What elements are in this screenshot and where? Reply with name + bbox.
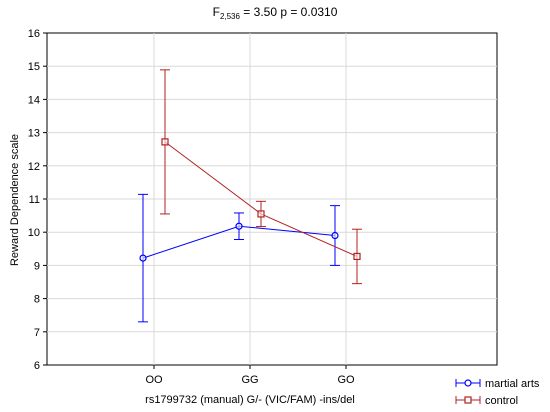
legend-item-martial-arts: martial arts [455, 378, 540, 390]
grid [47, 33, 497, 365]
legend-label-martial-arts: martial arts [485, 378, 540, 390]
title-stat-symbol: F [213, 5, 220, 19]
x-tick-label: OO [145, 374, 163, 386]
chart-title: F2,536 = 3.50 p = 0.0310 [213, 5, 338, 21]
y-tick-label: 16 [28, 28, 40, 40]
series-layer [138, 69, 362, 323]
data-point-martial-arts [139, 254, 147, 262]
data-point-control [161, 138, 169, 146]
data-point-martial-arts [235, 222, 243, 230]
data-point-control [257, 210, 265, 218]
legend-marker-control [464, 396, 472, 404]
y-axis-ticks: 6 7 8 9 10 11 12 13 14 15 16 [28, 28, 47, 372]
y-tick-label: 6 [34, 360, 40, 372]
x-axis-label: rs1799732 (manual) G/- (VIC/FAM) -ins/de… [145, 394, 355, 406]
x-tick-label: GO [337, 374, 355, 386]
y-tick-label: 9 [34, 260, 40, 272]
title-stat-subscript: 2,536 [220, 12, 241, 21]
y-tick-label: 7 [34, 327, 40, 339]
title-stat-rest: = 3.50 p = 0.0310 [240, 5, 338, 19]
x-axis-ticks: OO GG GO [145, 365, 355, 386]
y-tick-label: 10 [28, 227, 40, 239]
legend: martial arts control [455, 378, 540, 407]
legend-marker-martial-arts [464, 379, 472, 387]
y-tick-label: 15 [28, 61, 40, 73]
data-point-control [353, 252, 361, 261]
legend-item-control: control [455, 395, 518, 407]
y-tick-label: 8 [34, 294, 40, 306]
series-control [160, 69, 362, 285]
y-axis-label: Reward Dependence scale [9, 134, 21, 266]
y-tick-label: 13 [28, 128, 40, 140]
y-tick-label: 14 [28, 94, 40, 106]
y-tick-label: 12 [28, 161, 40, 173]
legend-label-control: control [485, 395, 518, 407]
data-point-martial-arts [331, 231, 339, 240]
y-tick-label: 11 [29, 194, 40, 206]
x-tick-label: GG [241, 374, 258, 386]
